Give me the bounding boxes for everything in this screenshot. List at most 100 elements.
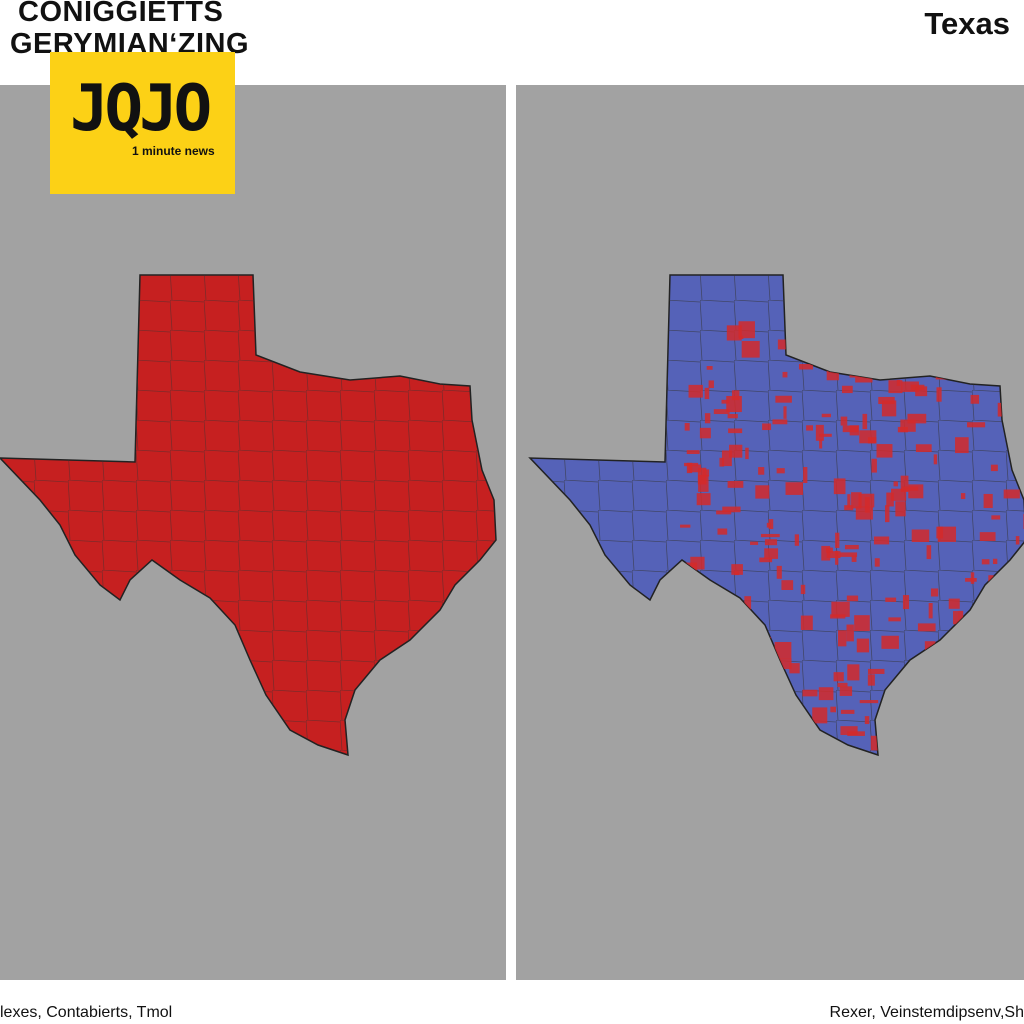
red-patch: [864, 716, 870, 725]
red-patch: [686, 450, 700, 454]
red-patch: [876, 444, 893, 458]
red-patch: [706, 366, 713, 370]
red-patch: [900, 475, 909, 492]
red-patch: [917, 623, 936, 632]
red-patch: [970, 572, 975, 584]
red-patch: [991, 515, 1001, 520]
red-patch: [859, 700, 879, 704]
red-patch: [933, 454, 938, 465]
red-patch: [936, 387, 942, 402]
red-patch: [895, 501, 906, 517]
red-patch: [851, 555, 857, 562]
red-patch: [881, 400, 897, 417]
red-patch: [855, 506, 873, 520]
red-patch: [983, 493, 993, 509]
red-patch: [755, 485, 770, 499]
caption: lexes, Contabierts, Tmol: [0, 1004, 173, 1021]
red-patch: [684, 423, 690, 431]
red-patch: [858, 493, 875, 508]
red-patch: [979, 532, 996, 541]
red-patch: [885, 597, 897, 602]
red-patch: [826, 368, 839, 381]
red-patch: [854, 615, 870, 631]
red-patch: [835, 532, 840, 548]
red-patch: [958, 610, 964, 625]
red-patch: [901, 381, 919, 392]
red-patch: [862, 413, 868, 430]
red-patch: [901, 486, 919, 491]
red-patch: [840, 709, 855, 714]
red-patch: [967, 422, 986, 428]
red-patch: [915, 444, 932, 453]
red-patch: [728, 428, 743, 434]
red-patch: [727, 414, 738, 419]
red-patch: [896, 379, 901, 386]
red-patch: [794, 534, 800, 546]
red-patch: [775, 658, 792, 670]
red-patch: [750, 541, 759, 545]
red-patch: [699, 427, 711, 439]
red-patch: [867, 668, 885, 674]
red-patch: [704, 387, 710, 400]
red-patch: [981, 559, 990, 565]
red-patch: [893, 481, 898, 487]
red-patch: [696, 493, 711, 506]
red-patch: [871, 458, 877, 473]
red-patch: [731, 390, 740, 401]
red-patch: [719, 457, 725, 467]
red-patch: [760, 533, 780, 538]
red-patch: [744, 596, 752, 610]
red-patch: [881, 635, 899, 649]
red-patch: [831, 601, 850, 617]
red-patch: [992, 558, 998, 565]
red-patch: [721, 450, 732, 467]
red-patch: [776, 468, 785, 474]
red-patch: [902, 595, 910, 610]
red-patch: [680, 524, 691, 528]
red-patch: [785, 482, 804, 495]
red-patch: [867, 674, 875, 686]
red-patch: [953, 611, 960, 625]
red-patch: [721, 399, 730, 404]
red-patch: [847, 664, 860, 681]
red-patch: [926, 545, 932, 560]
red-patch: [768, 519, 774, 530]
red-patch: [844, 505, 854, 511]
red-patch: [915, 386, 928, 397]
red-patch: [911, 529, 930, 543]
red-patch: [855, 376, 873, 383]
logo-tagline: 1 minute news: [132, 144, 215, 158]
red-patch: [856, 638, 870, 653]
title-line: CONIGGIETTS: [18, 0, 224, 28]
red-patch: [806, 425, 813, 431]
red-patch: [729, 444, 743, 458]
red-patch: [727, 481, 744, 488]
red-patch: [781, 580, 794, 590]
red-patch: [717, 528, 728, 535]
caption: Rexer, Veinstemdipsenv,Sh: [829, 1004, 1024, 1021]
red-patch: [803, 467, 808, 483]
red-patch: [741, 341, 760, 358]
red-patch: [759, 557, 773, 563]
red-patch: [833, 672, 844, 682]
red-patch: [837, 630, 847, 647]
red-patch: [812, 707, 828, 724]
red-patch: [708, 380, 714, 389]
red-patch: [839, 686, 853, 696]
red-patch: [840, 726, 858, 735]
red-patch: [713, 409, 730, 415]
red-patch: [930, 588, 939, 597]
red-patch: [844, 544, 859, 550]
red-patch: [842, 425, 859, 433]
red-patch: [885, 505, 890, 523]
red-patch: [815, 424, 824, 441]
red-patch: [839, 552, 858, 557]
red-patch: [907, 413, 927, 424]
red-patch: [846, 595, 859, 602]
red-patch: [1015, 536, 1020, 545]
red-patch: [970, 394, 980, 404]
red-patch: [734, 571, 740, 576]
red-patch: [818, 687, 834, 701]
logo-mark: JQJO: [70, 72, 212, 146]
